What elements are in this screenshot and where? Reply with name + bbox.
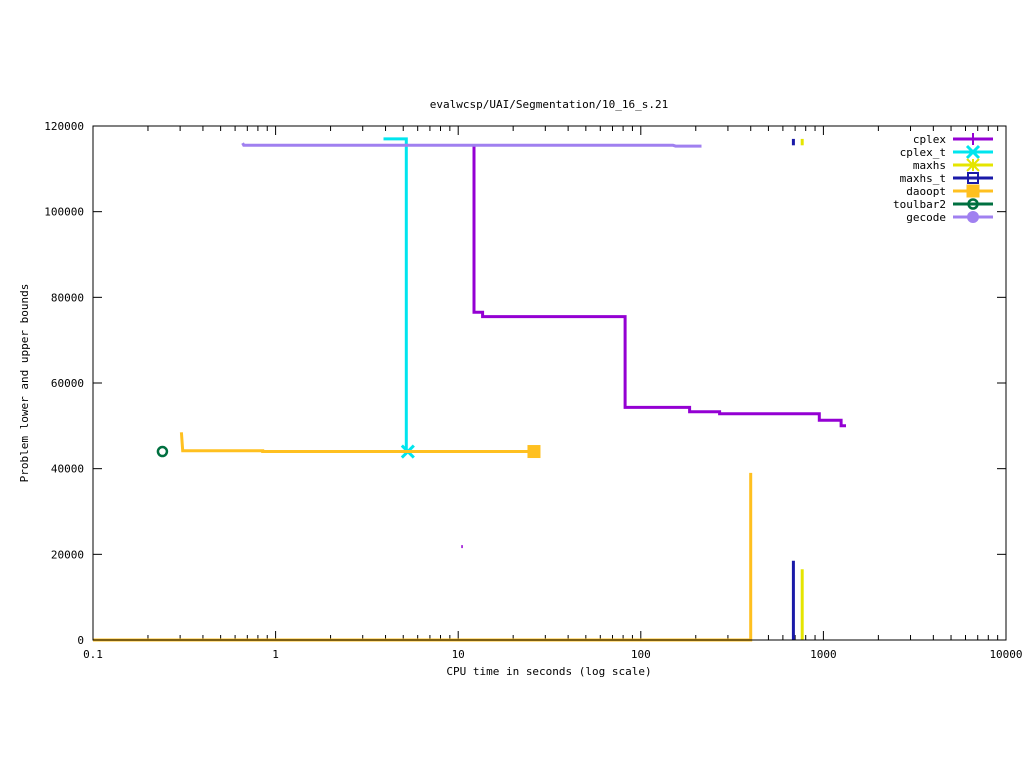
marker-square-open (967, 172, 979, 184)
legend-label: maxhs (913, 159, 946, 172)
y-tick-label: 80000 (51, 291, 84, 304)
marker-cross (965, 144, 981, 160)
series-cplex_t (383, 137, 415, 459)
plot-border (92, 125, 1007, 641)
x-tick-label: 1 (272, 648, 279, 661)
series-gecode (241, 142, 702, 148)
legend-label: toulbar2 (893, 198, 946, 211)
series-line (241, 142, 702, 148)
x-tick-label: 1000 (810, 648, 837, 661)
y-tick-label: 20000 (51, 548, 84, 561)
marker-circle-open (156, 445, 169, 458)
legend-label: daoopt (906, 185, 946, 198)
legend-label: maxhs_t (900, 172, 946, 185)
y-tick-label: 100000 (44, 206, 84, 219)
legend-label: cplex_t (900, 146, 946, 159)
series-cplex (461, 145, 846, 549)
marker-square-filled (966, 184, 980, 198)
legend-label: gecode (906, 211, 946, 224)
y-axis-label: Problem lower and upper bounds (18, 284, 31, 483)
marker-plus (967, 133, 979, 145)
marker-star (966, 158, 980, 172)
marker-circle-open (967, 198, 979, 210)
legend: cplexcplex_tmaxhsmaxhs_tdaoopttoulbar2ge… (893, 133, 993, 224)
chart-title: evalwcsp/UAI/Segmentation/10_16_s.21 (430, 98, 668, 111)
series-line (93, 472, 753, 642)
marker-circle-filled (967, 211, 979, 223)
y-tick-label: 0 (77, 634, 84, 647)
series-line (472, 145, 846, 428)
series-layer (93, 137, 846, 642)
series-line (383, 137, 408, 452)
y-tick-label: 40000 (51, 463, 84, 476)
x-tick-label: 10 (452, 648, 465, 661)
x-tick-label: 100 (631, 648, 651, 661)
x-tick-label: 0.1 (83, 648, 103, 661)
series-daoopt (93, 432, 753, 642)
y-tick-label: 60000 (51, 377, 84, 390)
axis-ticks: 0.1 1 10 100 1000 100000200004000060000800001… (44, 120, 1022, 661)
x-axis-label: CPU time in seconds (log scale) (446, 665, 651, 678)
series-toulbar2 (156, 445, 169, 458)
x-tick-label: 10000 (989, 648, 1022, 661)
y-tick-label: 120000 (44, 120, 84, 133)
series-line (179, 432, 534, 453)
marker-square-filled (527, 445, 541, 459)
legend-label: cplex (913, 133, 946, 146)
